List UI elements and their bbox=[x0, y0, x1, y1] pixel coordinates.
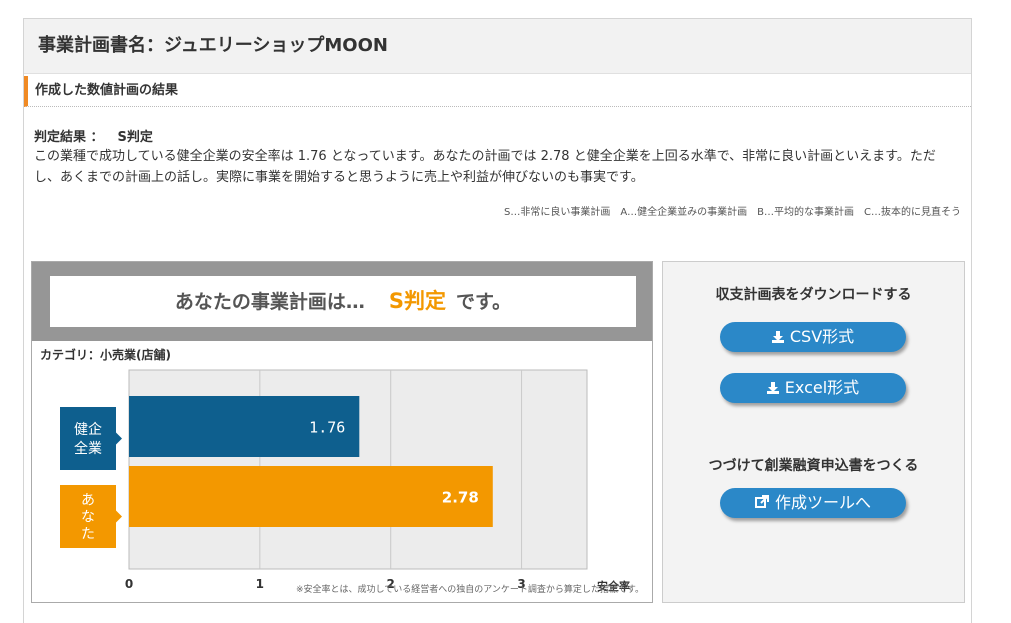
bar-value-label: 1.76 bbox=[309, 419, 345, 437]
action-sidebar: 収支計画表をダウンロードする CSV形式 Excel形式 つづけて創業融資申込書… bbox=[662, 261, 965, 603]
section-heading: 作成した数値計画の結果 bbox=[24, 76, 971, 107]
external-link-icon bbox=[755, 489, 769, 519]
tool-button-label: 作成ツールへ bbox=[775, 493, 871, 512]
download-icon bbox=[772, 331, 784, 343]
verdict-grade: S判定 bbox=[118, 130, 153, 145]
category-tick-label: 健企 bbox=[74, 421, 102, 438]
category-tick-label: あ bbox=[81, 493, 95, 509]
x-tick-label: 1 bbox=[256, 577, 264, 591]
verdict-description: この業種で成功している健全企業の安全率は 1.76 となっています。あなたの計画… bbox=[34, 146, 959, 188]
safety-ratio-chart: 0 1 2 3 安全率健企全業1.76あなた2.78※安全率とは、成功している経営者への… bbox=[32, 262, 652, 602]
verdict-label: 判定結果 ： bbox=[34, 130, 104, 145]
excel-button-label: Excel形式 bbox=[785, 378, 859, 397]
csv-button-label: CSV形式 bbox=[790, 327, 854, 346]
bar-value-label: 2.78 bbox=[442, 489, 479, 507]
verdict-line: 判定結果 ： S判定 bbox=[34, 126, 153, 145]
bar bbox=[129, 466, 493, 527]
result-chart-panel: あなたの事業計画は… S判定 です。 カテゴリ：小売業(店舗) 0 1 2 3 安全率 健企全… bbox=[31, 261, 653, 603]
open-tool-button[interactable]: 作成ツールへ bbox=[720, 488, 906, 518]
continue-heading: つづけて創業融資申込書をつくる bbox=[663, 455, 964, 475]
x-tick-label: 0 bbox=[125, 577, 133, 591]
category-tick-label: な bbox=[81, 510, 95, 526]
download-icon bbox=[767, 382, 779, 394]
category-tick-label: 全業 bbox=[74, 440, 102, 457]
category-label-box: あなた bbox=[60, 485, 122, 548]
page-title: 事業計画書名：ジュエリーショップMOON bbox=[24, 19, 971, 74]
excel-download-button[interactable]: Excel形式 bbox=[720, 373, 906, 403]
business-plan-card: 事業計画書名：ジュエリーショップMOON 作成した数値計画の結果 判定結果 ： S… bbox=[23, 18, 972, 623]
csv-download-button[interactable]: CSV形式 bbox=[720, 322, 906, 352]
grade-legend: S…非常に良い事業計画 A…健全企業並みの事業計画 B…平均的な事業計画 C…抜… bbox=[504, 203, 961, 218]
chart-footnote: ※安全率とは、成功している経営者への独自のアンケート調査から算定した指標です。 bbox=[296, 583, 644, 595]
category-tick-label: た bbox=[81, 527, 95, 543]
download-heading: 収支計画表をダウンロードする bbox=[663, 284, 964, 304]
